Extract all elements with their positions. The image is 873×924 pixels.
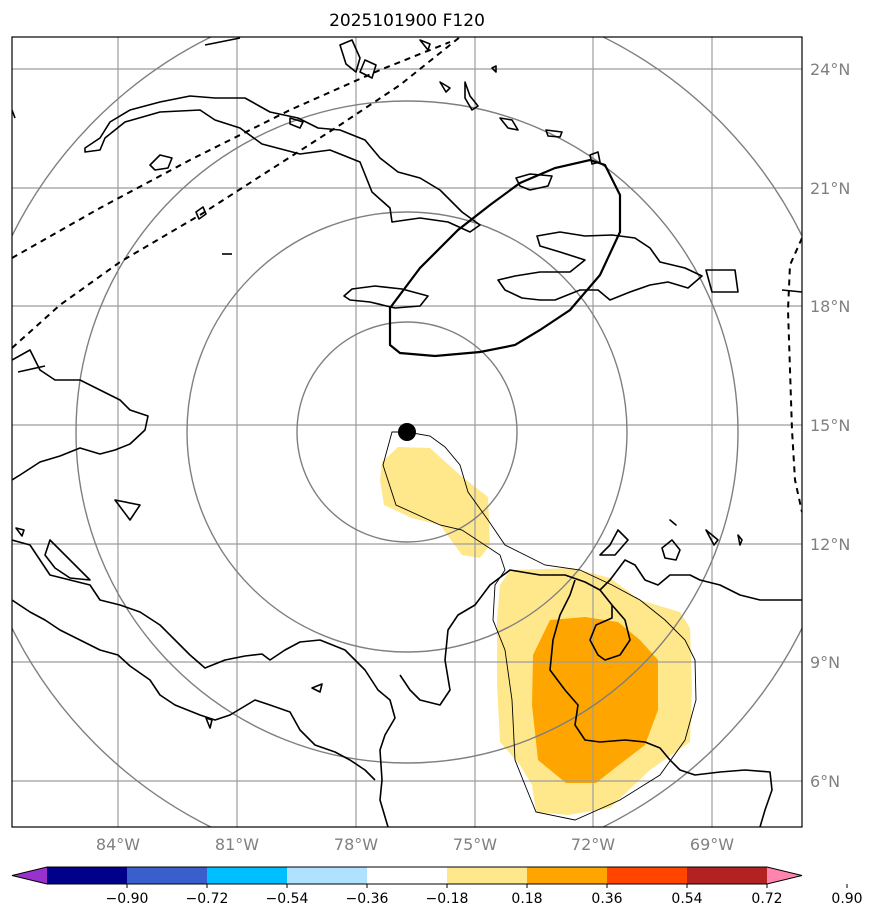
longitude-labels: 84°W 81°W 78°W 75°W 72°W 69°W (96, 835, 734, 854)
lat-label-15: 15°N (810, 416, 850, 435)
colorbar-tick-label: −0.36 (346, 891, 389, 907)
lat-label-9: 9°N (810, 653, 840, 672)
colorbar-segment (287, 867, 368, 884)
latitude-labels: 24°N 21°N 18°N 15°N 12°N 9°N 6°N (810, 60, 850, 791)
colorbar-segment (207, 867, 288, 884)
colorbar-extend-high (767, 867, 802, 884)
colorbar-tick-label: 0.18 (511, 891, 542, 907)
lat-label-6: 6°N (810, 772, 840, 791)
lon-label-72: 72°W (571, 835, 615, 854)
lat-label-18: 18°N (810, 297, 850, 316)
colorbar-tick-label: −0.54 (266, 891, 309, 907)
colorbar-tick-label: 0.90 (831, 891, 862, 907)
lon-label-75: 75°W (453, 835, 497, 854)
probability-contour (388, 158, 622, 358)
colorbar-segment (127, 867, 208, 884)
colorbar-tick-label: −0.18 (426, 891, 469, 907)
lon-label-81: 81°W (215, 835, 259, 854)
storm-center-marker (398, 423, 416, 441)
graticule (12, 37, 802, 827)
track-polygon (382, 431, 697, 821)
lon-label-69: 69°W (690, 835, 734, 854)
figure-title: 2025101900 F120 (329, 11, 485, 31)
colorbar-segment (607, 867, 688, 884)
lat-label-24: 24°N (810, 60, 850, 79)
colorbar-tick-label: −0.72 (186, 891, 229, 907)
colorbar-segment (687, 867, 768, 884)
colorbar-tick-label: 0.36 (591, 891, 622, 907)
range-rings (12, 37, 802, 827)
colorbar-segment (527, 867, 608, 884)
lat-label-21: 21°N (810, 179, 850, 198)
colorbar-segment (447, 867, 528, 884)
colorbar-tick-label: 0.54 (671, 891, 702, 907)
colorbar-extend-low (12, 867, 47, 884)
lon-label-84: 84°W (96, 835, 140, 854)
dashed-lines (12, 37, 802, 513)
map-panel (12, 37, 802, 827)
colorbar-outline (11, 866, 803, 885)
map-frame (11, 36, 803, 828)
probability-fill (380, 447, 692, 815)
colorbar-tick-label: −0.90 (106, 891, 149, 907)
colorbar-segment (47, 867, 128, 884)
colorbar-segment (367, 867, 448, 884)
lat-label-12: 12°N (810, 535, 850, 554)
lon-label-78: 78°W (334, 835, 378, 854)
colorbar-tick-label: 0.72 (751, 891, 782, 907)
colorbar: −0.90 −0.72 −0.54 −0.36 −0.18 0.18 0.36 0.54 0.7… (11, 866, 863, 907)
